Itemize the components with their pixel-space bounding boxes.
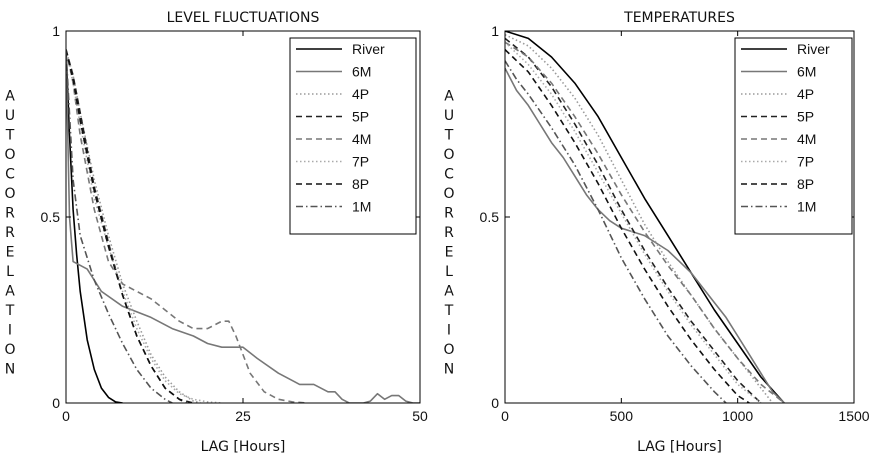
- series-line-6m: [66, 49, 420, 403]
- legend: River 6M 4P 5P 4M 7P 8P 1M: [734, 37, 853, 235]
- legend-label-river: River: [352, 41, 385, 57]
- series-line-4m: [66, 49, 307, 403]
- series-line-7p: [66, 49, 222, 403]
- series-line-4p: [505, 33, 774, 403]
- level-fluctuations-chart: LEVEL FLUCTUATIONS 0 25 50 0 0.5 1 LAG [Hours] A…: [4, 10, 428, 455]
- legend-label-river: River: [797, 41, 830, 57]
- x-tick-label: 1500: [838, 408, 869, 424]
- legend-label-5p: 5P: [797, 109, 814, 125]
- legend-label-1m: 1M: [352, 199, 371, 215]
- plot-area: [66, 49, 420, 403]
- x-tick-label: 25: [235, 408, 251, 424]
- y-tick-label: 1: [491, 23, 499, 39]
- legend-label-6m: 6M: [352, 64, 371, 80]
- chart-title: TEMPERATURES: [623, 10, 735, 26]
- series-line-1m: [66, 49, 173, 403]
- plot-area: [505, 31, 785, 403]
- legend-label-4m: 4M: [797, 131, 816, 147]
- series-line-4m: [505, 41, 785, 403]
- temperatures-chart: TEMPERATURES 0 500 1000 1500 0 0.5 1 LAG [Hours]…: [440, 0, 879, 463]
- legend: River 6M 4P 5P 4M 7P 8P 1M: [289, 37, 417, 235]
- level-fluctuations-svg: LEVEL FLUCTUATIONS 0 25 50 0 0.5 1 LAG [Hours] A…: [4, 10, 428, 455]
- legend-label-7p: 7P: [797, 154, 814, 170]
- chart-title: LEVEL FLUCTUATIONS: [167, 10, 320, 26]
- legend-label-1m: 1M: [797, 199, 816, 215]
- x-tick-label: 1000: [722, 408, 753, 424]
- x-axis-label: LAG [Hours]: [637, 439, 722, 455]
- legend-label-8p: 8P: [352, 176, 369, 192]
- legend-label-4p: 4P: [797, 86, 814, 102]
- series-line-8p: [66, 49, 187, 403]
- y-tick-label: 1: [52, 23, 60, 39]
- y-tick-label: 0: [52, 395, 60, 411]
- y-tick-label: 0.5: [480, 209, 500, 225]
- series-line-1m: [505, 60, 727, 403]
- legend-box: [734, 37, 853, 235]
- x-axis-label: LAG [Hours]: [201, 439, 286, 455]
- x-tick-label: 500: [610, 408, 634, 424]
- legend-label-4p: 4P: [352, 86, 369, 102]
- y-tick-label: 0: [491, 395, 499, 411]
- series-line-6m: [505, 67, 785, 403]
- series-line-8p: [505, 49, 750, 403]
- y-tick-label: 0.5: [41, 209, 61, 225]
- legend-label-6m: 6M: [797, 64, 816, 80]
- series-line-5p: [66, 49, 194, 403]
- series-line-7p: [505, 41, 762, 403]
- series-line-river: [505, 31, 785, 403]
- legend-label-7p: 7P: [352, 154, 369, 170]
- series-line-river: [66, 49, 123, 403]
- x-tick-label: 0: [501, 408, 509, 424]
- legend-label-4m: 4M: [352, 131, 371, 147]
- legend-box: [289, 37, 417, 235]
- x-tick-label: 0: [62, 408, 70, 424]
- series-line-5p: [505, 37, 762, 403]
- temperatures-svg: TEMPERATURES 0 500 1000 1500 0 0.5 1 LAG [Hours]…: [443, 10, 869, 455]
- legend-label-8p: 8P: [797, 176, 814, 192]
- series-line-4p: [66, 49, 201, 403]
- x-tick-label: 50: [412, 408, 428, 424]
- legend-label-5p: 5P: [352, 109, 369, 125]
